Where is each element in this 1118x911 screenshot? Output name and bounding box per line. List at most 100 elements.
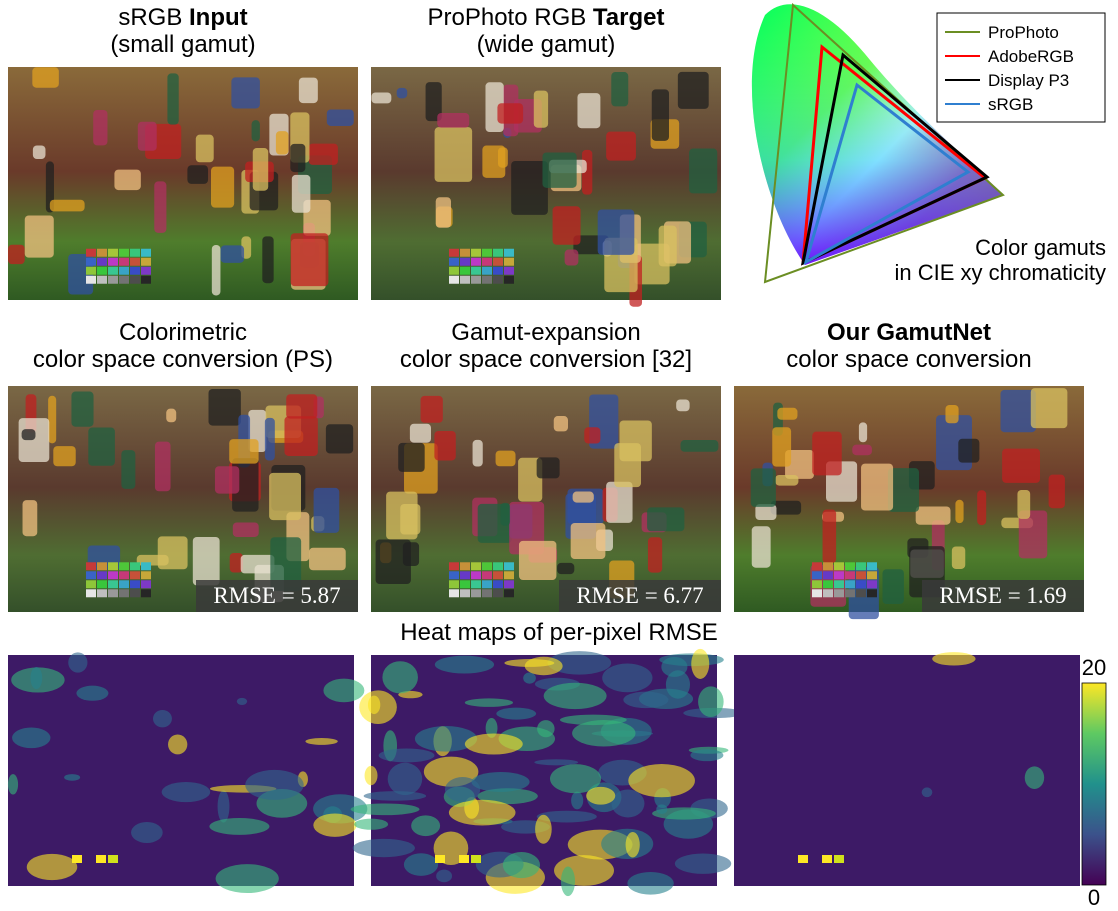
photo-detail <box>519 541 556 580</box>
photo-detail <box>292 175 311 213</box>
color-checker-patch <box>108 562 118 570</box>
heat-region <box>411 815 440 836</box>
photo-detail <box>33 146 46 160</box>
color-checker-patch <box>141 580 151 588</box>
color-checker-patch <box>834 580 844 588</box>
title-segment: Target <box>593 4 665 31</box>
heat-region <box>571 792 583 810</box>
color-checker-patch <box>867 571 877 579</box>
photo-detail <box>8 245 25 264</box>
color-checker-patch <box>504 267 514 275</box>
heat-checker <box>96 855 106 863</box>
color-checker-patch <box>108 571 118 579</box>
title-segment: (small gamut) <box>110 31 255 58</box>
heat-region <box>388 763 423 795</box>
photo-detail <box>955 500 963 523</box>
legend-label: AdobeRGB <box>988 47 1074 66</box>
heat-region <box>435 656 494 674</box>
photo-detail <box>196 135 214 163</box>
color-checker-patch <box>482 267 492 275</box>
heat-region <box>30 667 42 689</box>
photo-detail <box>496 451 516 467</box>
color-checker-patch <box>845 580 855 588</box>
color-checker-patch <box>823 571 833 579</box>
photo-detail <box>290 144 305 172</box>
color-checker-patch <box>504 571 514 579</box>
photo-detail <box>410 424 431 443</box>
photo-detail <box>1031 388 1068 428</box>
color-checker-patch <box>471 267 481 275</box>
photo-detail <box>397 88 408 98</box>
heat-region <box>436 870 452 883</box>
color-checker-patch <box>482 571 492 579</box>
panel-title: color space conversion [32] <box>346 347 746 373</box>
color-checker-patch <box>834 562 844 570</box>
color-checker-patch <box>108 589 118 597</box>
photo-detail <box>309 548 346 570</box>
color-checker-patch <box>812 562 822 570</box>
heatmap-title: Heat maps of per-pixel RMSE <box>359 620 759 646</box>
photo-detail <box>648 537 662 572</box>
color-checker-patch <box>97 562 107 570</box>
color-checker-patch <box>119 589 129 597</box>
color-checker-patch <box>86 249 96 257</box>
color-checker-patch <box>141 258 151 266</box>
color-checker-patch <box>460 580 470 588</box>
color-checker-patch <box>823 562 833 570</box>
heat-region <box>623 692 668 709</box>
color-checker-patch <box>86 589 96 597</box>
photo-detail <box>209 389 241 426</box>
color-checker-patch <box>119 258 129 266</box>
photo-detail <box>775 475 798 486</box>
photo-detail <box>652 89 669 140</box>
heat-region <box>153 710 172 727</box>
colorbar-label: 20 <box>1074 655 1114 681</box>
color-checker-patch <box>97 258 107 266</box>
heat-region <box>68 652 87 672</box>
photo-detail <box>269 473 301 520</box>
heat-checker <box>822 855 832 863</box>
heat-region <box>162 782 210 802</box>
heat-region <box>323 679 364 703</box>
color-checker-patch <box>504 249 514 257</box>
color-checker-patch <box>141 589 151 597</box>
metric-label: RMSE = 5.87 <box>196 583 358 609</box>
color-checker-patch <box>130 276 140 284</box>
heat-checker <box>798 855 808 863</box>
photo-detail <box>371 92 391 103</box>
photo-detail <box>678 72 709 109</box>
gamut-caption: Color gamuts <box>975 235 1106 261</box>
photo-detail <box>777 408 797 420</box>
photo-detail <box>167 73 178 124</box>
photo-detail <box>19 418 50 462</box>
title-segment: Our GamutNet <box>827 319 991 346</box>
photo-detail <box>22 429 36 440</box>
photo-detail <box>436 197 451 228</box>
photo-detail <box>577 93 600 128</box>
color-checker-patch <box>812 580 822 588</box>
heat-region <box>353 839 415 857</box>
photo-detail <box>398 443 424 472</box>
panel-title: (small gamut) <box>0 32 383 58</box>
photo-detail <box>193 537 220 585</box>
photo-detail <box>977 490 986 525</box>
color-checker-patch <box>86 580 96 588</box>
figure: ProPhotoAdobeRGBDisplay P3sRGB Color gam… <box>0 0 1118 911</box>
color-checker-patch <box>493 267 503 275</box>
color-checker-patch <box>493 562 503 570</box>
title-segment: Gamut-expansion <box>451 319 640 346</box>
color-checker-patch <box>504 258 514 266</box>
color-checker-patch <box>449 589 459 597</box>
color-checker-patch <box>130 267 140 275</box>
heat-region <box>245 770 303 800</box>
heat-region <box>666 670 690 698</box>
photo-detail <box>500 503 510 526</box>
heat-region <box>932 652 975 665</box>
heat-region <box>445 777 480 802</box>
photo-detail <box>647 507 684 531</box>
color-checker-patch <box>86 267 96 275</box>
photo-detail <box>772 427 791 466</box>
title-segment: color space conversion [32] <box>400 346 692 373</box>
color-checker-patch <box>108 249 118 257</box>
color-checker-patch <box>141 249 151 257</box>
